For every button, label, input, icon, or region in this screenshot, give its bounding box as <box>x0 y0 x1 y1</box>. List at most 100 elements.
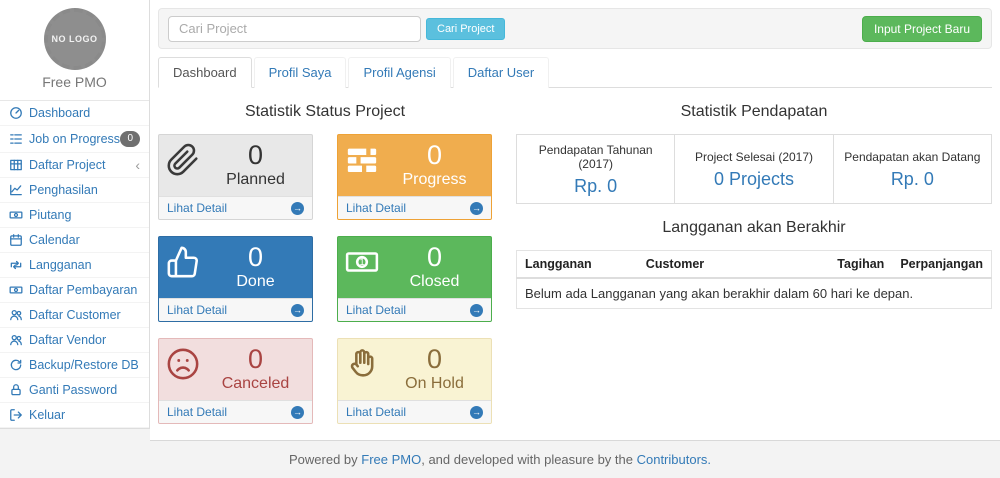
canceled-count: 0 <box>247 344 264 374</box>
status-card-canceled: 0 Canceled Lihat Detail <box>158 338 313 424</box>
sidebar-item-daftar-vendor[interactable]: Daftar Vendor <box>0 328 149 353</box>
income-cell-upcoming: Pendapatan akan Datang Rp. 0 <box>832 134 993 204</box>
subscription-table: Langganan Customer Tagihan Perpanjangan … <box>516 250 992 309</box>
subscription-empty-message: Belum ada Langganan yang akan berakhir d… <box>525 286 914 301</box>
calendar-icon <box>9 233 23 247</box>
arrow-circle-right-icon <box>470 303 483 317</box>
progress-label: Progress <box>402 171 467 188</box>
status-card-done: 0 Done Lihat Detail <box>158 236 313 322</box>
sidebar-item-job-on-progress[interactable]: Job on Progress 0 <box>0 126 149 153</box>
arrow-circle-right-icon <box>470 405 483 419</box>
subscription-empty-row: Belum ada Langganan yang akan berakhir d… <box>517 278 992 309</box>
status-section-title: Statistik Status Project <box>244 103 406 120</box>
lihat-detail-closed-link[interactable]: Lihat Detail <box>338 298 491 321</box>
sidebar-item-langganan[interactable]: Langganan <box>0 253 149 278</box>
sidebar-item-dashboard[interactable]: Dashboard <box>0 101 149 126</box>
upcoming-income-value: Rp. 0 <box>890 169 934 189</box>
lihat-detail-done-link[interactable]: Lihat Detail <box>159 298 312 321</box>
free-pmo-link[interactable]: Free PMO <box>361 452 422 467</box>
arrow-circle-right-icon <box>470 201 483 215</box>
page-footer: Powered by Free PMO, and developed with … <box>0 441 1000 478</box>
table-icon <box>9 158 23 172</box>
tab-daftar-user[interactable]: Daftar User <box>452 57 550 88</box>
dashboard-icon <box>9 106 23 120</box>
done-label: Done <box>236 273 275 290</box>
lihat-detail-canceled-link[interactable]: Lihat Detail <box>159 400 312 423</box>
money-icon <box>9 283 23 297</box>
subscription-header-row: Langganan Customer Tagihan Perpanjangan <box>516 250 992 279</box>
status-card-planned: 0 Planned Lihat Detail <box>158 134 313 220</box>
arrow-circle-right-icon <box>291 405 304 419</box>
closed-label: Closed <box>409 273 460 290</box>
tab-bar: Dashboard Profil Saya Profil Agensi Daft… <box>158 57 992 88</box>
status-cards-grid: 0 Planned Lihat Detail <box>158 134 492 424</box>
sidebar-item-daftar-pembayaran[interactable]: Daftar Pembayaran <box>0 278 149 303</box>
lihat-detail-on-hold-link[interactable]: Lihat Detail <box>338 400 491 423</box>
sidebar-item-piutang[interactable]: Piutang <box>0 203 149 228</box>
brand-block: NO LOGO Free PMO <box>0 0 149 101</box>
arrow-circle-right-icon <box>291 201 304 215</box>
contributors-link[interactable]: Contributors. <box>636 452 712 467</box>
search-input[interactable] <box>168 15 421 42</box>
users-icon <box>9 333 23 347</box>
money-icon: 1 <box>345 242 385 293</box>
frown-icon <box>166 344 206 395</box>
brand-name: Free PMO <box>42 74 107 90</box>
search-button[interactable]: Cari Project <box>426 17 506 40</box>
sidebar-item-keluar[interactable]: Keluar <box>0 403 149 428</box>
paperclip-icon <box>166 140 206 191</box>
money-icon <box>9 208 23 222</box>
main-panel: Cari Project Input Project Baru Dashboar… <box>150 0 1000 441</box>
tab-profil-saya[interactable]: Profil Saya <box>253 57 347 88</box>
sidebar-item-penghasilan[interactable]: Penghasilan <box>0 178 149 203</box>
sidebar: NO LOGO Free PMO Dashboard Job on Progre… <box>0 0 150 429</box>
hand-paper-icon <box>345 344 385 395</box>
search-bar: Cari Project Input Project Baru <box>158 8 992 49</box>
progress-count: 0 <box>426 140 443 170</box>
planned-label: Planned <box>226 171 285 188</box>
income-table: Pendapatan Tahunan (2017) Rp. 0 Project … <box>515 134 993 204</box>
lihat-detail-planned-link[interactable]: Lihat Detail <box>159 196 312 219</box>
annual-income-value: Rp. 0 <box>574 176 618 196</box>
lihat-detail-progress-link[interactable]: Lihat Detail <box>338 196 491 219</box>
subscription-section-title: Langganan akan Berakhir <box>662 219 846 236</box>
sidebar-item-daftar-customer[interactable]: Daftar Customer <box>0 303 149 328</box>
tab-dashboard[interactable]: Dashboard <box>158 57 252 88</box>
done-count: 0 <box>247 242 264 272</box>
status-card-closed: 1 0 Closed Lihat Detail <box>337 236 492 322</box>
on-hold-label: On Hold <box>405 375 464 392</box>
no-logo-seal-icon: NO LOGO <box>43 8 106 70</box>
svg-text:1: 1 <box>359 257 364 267</box>
on-hold-count: 0 <box>426 344 443 374</box>
income-section-title: Statistik Pendapatan <box>680 103 828 120</box>
chevron-left-icon: ‹ <box>135 157 140 173</box>
status-card-on-hold: 0 On Hold Lihat Detail <box>337 338 492 424</box>
sidebar-item-ganti-password[interactable]: Ganti Password <box>0 378 149 403</box>
planned-count: 0 <box>247 140 264 170</box>
income-cell-annual: Pendapatan Tahunan (2017) Rp. 0 <box>515 134 676 204</box>
income-cell-finished: Project Selesai (2017) 0 Projects <box>674 134 834 204</box>
sidebar-item-calendar[interactable]: Calendar <box>0 228 149 253</box>
thumbs-up-icon <box>166 242 206 293</box>
statistics-section: Statistik Pendapatan Pendapatan Tahunan … <box>515 88 993 424</box>
status-section: Statistik Status Project 0 Planned Lihat… <box>158 88 492 424</box>
tasks-icon <box>345 140 385 191</box>
job-count-badge: 0 <box>120 131 140 147</box>
logo-text: NO LOGO <box>51 34 98 44</box>
tab-profil-agensi[interactable]: Profil Agensi <box>348 57 451 88</box>
finished-projects-value: 0 Projects <box>713 169 795 189</box>
sidebar-item-backup-restore-db[interactable]: Backup/Restore DB <box>0 353 149 378</box>
arrow-circle-right-icon <box>291 303 304 317</box>
retweet-icon <box>9 258 23 272</box>
sign-out-icon <box>9 408 23 422</box>
chart-icon <box>9 183 23 197</box>
refresh-icon <box>9 358 23 372</box>
users-icon <box>9 308 23 322</box>
sidebar-item-daftar-project[interactable]: Daftar Project ‹ <box>0 153 149 178</box>
closed-count: 0 <box>426 242 443 272</box>
canceled-label: Canceled <box>221 375 290 392</box>
status-card-progress: 0 Progress Lihat Detail <box>337 134 492 220</box>
lock-icon <box>9 383 23 397</box>
input-project-baru-button[interactable]: Input Project Baru <box>861 15 982 42</box>
list-icon <box>9 132 23 146</box>
